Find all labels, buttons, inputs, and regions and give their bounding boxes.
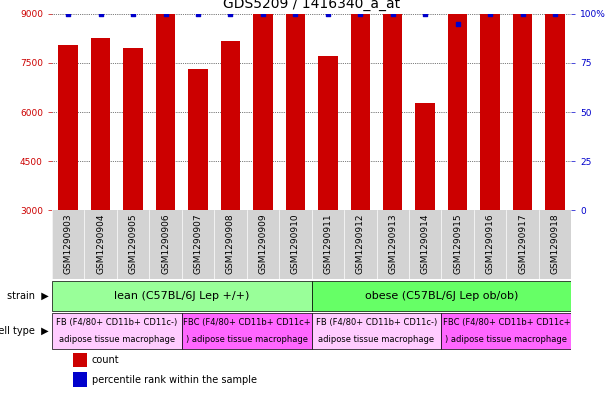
Text: FBC (F4/80+ CD11b+ CD11c+: FBC (F4/80+ CD11b+ CD11c+ (442, 318, 570, 327)
Point (225, 11, 235, 17)
Bar (312, 313, 442, 349)
Point (356, 11, 365, 17)
Bar (442, 313, 571, 349)
Text: lean (C57BL/6J Lep +/+): lean (C57BL/6J Lep +/+) (114, 291, 249, 301)
Point (193, 11, 203, 17)
Bar (383, 12, 403, 210)
Text: GSM1290914: GSM1290914 (421, 214, 430, 274)
Bar (73, 353, 87, 367)
Text: cell type  ▶: cell type ▶ (0, 326, 49, 336)
Point (128, 11, 138, 17)
Point (420, 11, 430, 17)
Text: adipose tissue macrophage: adipose tissue macrophage (318, 335, 434, 344)
Bar (415, 103, 435, 210)
Text: GSM1290908: GSM1290908 (226, 214, 235, 274)
Point (258, 11, 268, 17)
Bar (318, 56, 338, 210)
Text: GSM1290912: GSM1290912 (356, 214, 365, 274)
Text: GSM1290904: GSM1290904 (96, 214, 105, 274)
Text: GSM1290913: GSM1290913 (388, 214, 397, 274)
Text: strain  ▶: strain ▶ (7, 291, 49, 301)
Point (96, 11, 106, 17)
Text: ) adipose tissue macrophage: ) adipose tissue macrophage (445, 335, 568, 344)
Point (64, 11, 73, 17)
Text: GSM1290915: GSM1290915 (453, 214, 462, 274)
Point (290, 11, 300, 17)
Text: ) adipose tissue macrophage: ) adipose tissue macrophage (186, 335, 308, 344)
Bar (73, 372, 87, 387)
Bar (513, 0, 532, 210)
Bar (59, 45, 78, 210)
Text: GSM1290911: GSM1290911 (323, 214, 332, 274)
Bar (91, 38, 111, 210)
Bar (480, 1, 500, 210)
Point (550, 11, 560, 17)
Point (161, 11, 170, 17)
Bar (52, 313, 182, 349)
Text: count: count (92, 355, 119, 365)
Bar (312, 281, 571, 311)
Bar (351, 12, 370, 210)
Bar (188, 69, 208, 210)
Text: GSM1290917: GSM1290917 (518, 214, 527, 274)
Text: adipose tissue macrophage: adipose tissue macrophage (59, 335, 175, 344)
Bar (448, 11, 467, 210)
Bar (286, 14, 305, 210)
Text: GSM1290909: GSM1290909 (258, 214, 268, 274)
Title: GDS5209 / 1416340_a_at: GDS5209 / 1416340_a_at (223, 0, 400, 11)
Bar (182, 313, 312, 349)
Text: FBC (F4/80+ CD11b+ CD11c+: FBC (F4/80+ CD11b+ CD11c+ (183, 318, 310, 327)
Text: GSM1290906: GSM1290906 (161, 214, 170, 274)
Text: GSM1290910: GSM1290910 (291, 214, 300, 274)
Text: percentile rank within the sample: percentile rank within the sample (92, 375, 257, 385)
Point (388, 11, 398, 17)
Bar (546, 6, 565, 210)
Text: GSM1290907: GSM1290907 (194, 214, 202, 274)
Bar (221, 40, 240, 210)
Point (453, 20, 463, 27)
Point (518, 11, 527, 17)
Bar (156, 0, 175, 210)
Bar (123, 48, 143, 210)
Text: FB (F4/80+ CD11b+ CD11c-): FB (F4/80+ CD11b+ CD11c-) (56, 318, 177, 327)
Text: GSM1290918: GSM1290918 (551, 214, 560, 274)
Text: GSM1290903: GSM1290903 (64, 214, 73, 274)
Bar (253, 13, 273, 210)
Text: obese (C57BL/6J Lep ob/ob): obese (C57BL/6J Lep ob/ob) (365, 291, 518, 301)
Text: GSM1290916: GSM1290916 (486, 214, 495, 274)
Point (323, 11, 333, 17)
Point (485, 11, 495, 17)
Text: GSM1290905: GSM1290905 (128, 214, 137, 274)
Text: FB (F4/80+ CD11b+ CD11c-): FB (F4/80+ CD11b+ CD11c-) (316, 318, 437, 327)
Bar (52, 281, 312, 311)
